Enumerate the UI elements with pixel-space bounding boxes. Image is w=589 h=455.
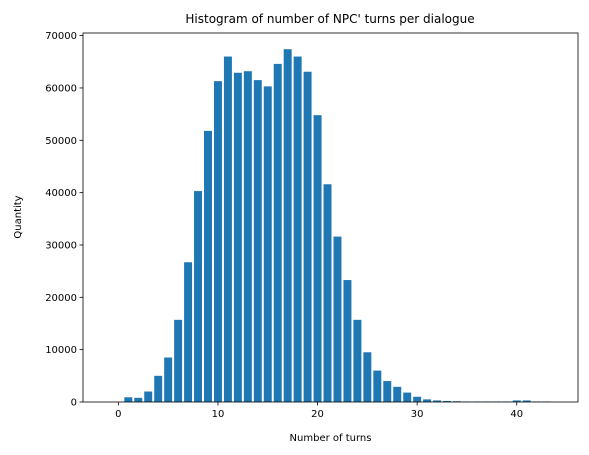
y-tick-label: 30000: [45, 240, 77, 251]
chart-title: Histogram of number of NPC' turns per di…: [185, 12, 474, 26]
x-tick-label: 30: [411, 409, 424, 420]
y-tick-label: 60000: [45, 83, 77, 94]
y-tick-label: 40000: [45, 188, 77, 199]
histogram-bar: [393, 386, 402, 402]
histogram-bar: [243, 71, 252, 403]
x-tick-label: 10: [212, 409, 225, 420]
bars-group: [124, 49, 551, 403]
x-tick-label: 40: [510, 409, 523, 420]
histogram-bar: [313, 115, 322, 403]
histogram-bar: [333, 236, 342, 402]
histogram-bar: [413, 396, 422, 402]
histogram-bar: [323, 184, 332, 402]
histogram-bar: [164, 357, 173, 402]
y-tick-label: 0: [71, 398, 77, 409]
y-tick-label: 70000: [45, 31, 77, 42]
histogram-bar: [154, 375, 163, 402]
histogram-bar: [343, 280, 352, 402]
histogram-bar: [373, 370, 382, 402]
histogram-bar: [194, 191, 203, 402]
histogram-bar: [273, 63, 282, 402]
histogram-bar: [353, 319, 362, 402]
histogram-bar: [253, 80, 262, 403]
y-axis-ticks: 0 10000 20000 30000 40000 50000 60000 70000: [45, 31, 83, 409]
histogram-bar: [403, 392, 412, 402]
x-tick-label: 0: [115, 409, 121, 420]
x-axis-label: Number of turns: [290, 433, 372, 444]
histogram-bar: [204, 130, 212, 402]
histogram-bar: [144, 391, 153, 402]
x-axis-ticks: 0 10 20 30 40: [115, 402, 523, 420]
histogram-bar: [233, 72, 242, 402]
plot-frame: [82, 32, 579, 403]
histogram-bar: [184, 262, 193, 402]
histogram-bar: [223, 56, 232, 403]
histogram-bar: [124, 397, 133, 402]
histogram-bar: [512, 400, 521, 402]
x-tick-label: 20: [311, 409, 324, 420]
y-tick-label: 20000: [45, 293, 77, 304]
histogram-bar: [522, 400, 531, 402]
histogram-bar: [213, 81, 222, 403]
histogram-bar: [283, 49, 292, 402]
histogram-bar: [423, 399, 432, 402]
histogram-bar: [303, 71, 312, 402]
y-axis-label: Quantity: [13, 195, 24, 238]
histogram-bar: [433, 400, 442, 402]
histogram-bar: [293, 56, 302, 403]
histogram-bar: [134, 397, 143, 402]
histogram-bar: [363, 352, 372, 402]
histogram-bar: [443, 400, 452, 402]
histogram-bar: [174, 319, 183, 402]
y-tick-label: 10000: [45, 345, 77, 356]
histogram-bar: [383, 381, 392, 402]
histogram-bar: [263, 86, 272, 402]
y-tick-label: 50000: [45, 136, 77, 147]
